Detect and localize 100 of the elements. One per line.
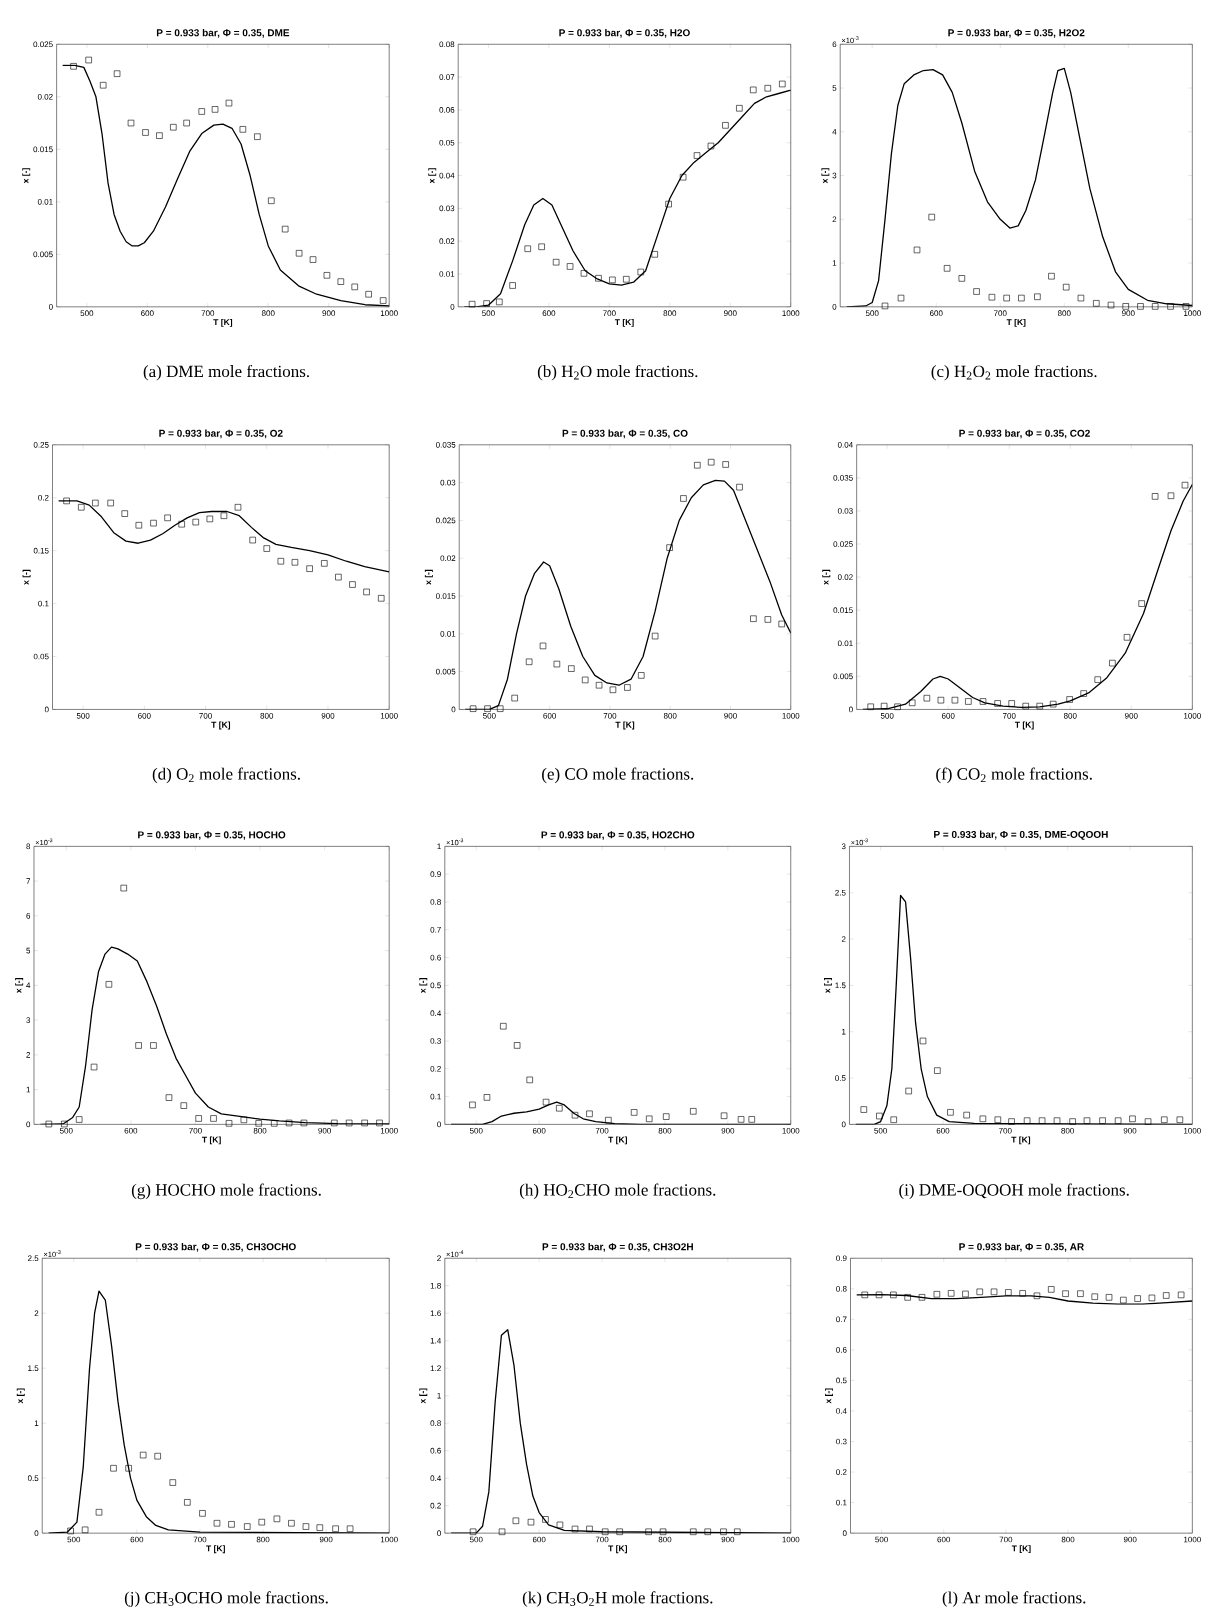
x-tick-label: 1000 [380,1127,398,1134]
y-tick-label: 0.15 [33,547,49,554]
x-tick-label: 700 [201,310,215,317]
x-tick-label: 800 [663,310,677,317]
point [165,1094,173,1101]
point [198,108,205,115]
point [897,294,905,302]
x-axis-title: T [K] [608,1545,627,1554]
x-tick-label: 900 [1123,1536,1137,1543]
point [860,1106,867,1113]
point [300,1119,308,1127]
y-tick-label: 0.2 [430,1502,441,1509]
y-tick-label: 0.005 [33,251,53,258]
point [469,1528,477,1535]
point [1134,1295,1141,1302]
point [63,497,70,505]
x-tick-label: 600 [141,310,154,317]
x-tick-label: 800 [658,1127,672,1134]
x-tick-label: 900 [322,310,336,317]
point [552,258,560,266]
point [571,1112,579,1119]
point [708,458,715,466]
y-tick-label: 0.6 [836,1347,847,1353]
point [1034,293,1041,300]
point [539,642,547,650]
point [736,105,743,112]
y-tick-label: 1.8 [430,1282,441,1289]
y-tick-label: 6 [832,41,837,48]
point [965,698,972,705]
point [890,1291,897,1299]
point [553,660,561,668]
y-tick-label: 2 [841,936,846,942]
x-tick-label: 900 [321,712,335,719]
y-tick-label: 4 [26,982,31,989]
point [651,632,659,640]
point [331,1119,338,1127]
y-tick-label: 2 [437,1255,441,1262]
point [213,1520,221,1527]
point [483,1094,491,1101]
point [542,1516,549,1523]
y-tick-label: 0.25 [33,441,49,448]
y-tick-label: 0.05 [439,139,455,146]
point [616,1528,623,1535]
point [496,298,503,306]
x-tick-label: 500 [482,310,495,317]
x-tick-label: 700 [999,1536,1013,1543]
x-tick-label: 900 [319,1536,333,1543]
x-axis-title: T [K] [615,721,635,730]
point [934,1067,941,1074]
point [580,270,588,277]
point [861,1291,868,1299]
point [704,1528,711,1535]
x-tick-label: 500 [76,712,90,719]
point [943,265,951,272]
point [78,504,85,511]
y-tick-label: 0.01 [37,198,53,205]
point [1138,600,1145,607]
point [255,1120,262,1127]
point [764,616,772,623]
point [720,1112,728,1119]
point [722,461,729,468]
y-axis-title: x [-] [419,978,428,994]
x-tick-label: 600 [532,1127,546,1134]
y-tick-label: 0.5 [835,1075,846,1081]
point [99,82,107,89]
point [135,522,143,529]
x-tick-label: 800 [663,712,677,719]
text: (j) CH$_{3}$OCHO mole fractions. [124,1591,328,1607]
x-tick-label: 500 [469,1536,483,1543]
point [750,615,757,622]
point [498,1528,506,1535]
y-tick-label: 0.1 [836,1499,847,1506]
y-axis-title: x [-] [822,569,831,585]
point [321,560,328,567]
point [268,197,275,204]
point [150,1042,157,1049]
point [271,1120,278,1127]
point [679,173,687,181]
x-tick-label: 700 [595,1536,609,1543]
point [651,251,658,258]
point [210,1115,217,1122]
x-tick-label: 600 [542,310,556,317]
point [1080,690,1087,697]
x-tick-label: 800 [253,1127,267,1134]
x-tick-label: 500 [483,712,496,719]
point [220,512,228,519]
point [92,499,99,507]
y-tick-label: 0.8 [430,1420,441,1427]
y-tick-label: 0.8 [836,1285,847,1292]
point [609,276,616,284]
point [947,1109,954,1116]
point [361,1119,368,1127]
point [349,581,356,588]
x-tick-label: 500 [865,310,879,317]
x-axis-title: T [K] [213,318,233,327]
x-tick-label: 800 [1061,1536,1075,1543]
point [135,1042,142,1049]
x-tick-label: 700 [199,712,212,719]
point [1176,1116,1184,1123]
y-tick-label: 0.8 [430,899,441,905]
